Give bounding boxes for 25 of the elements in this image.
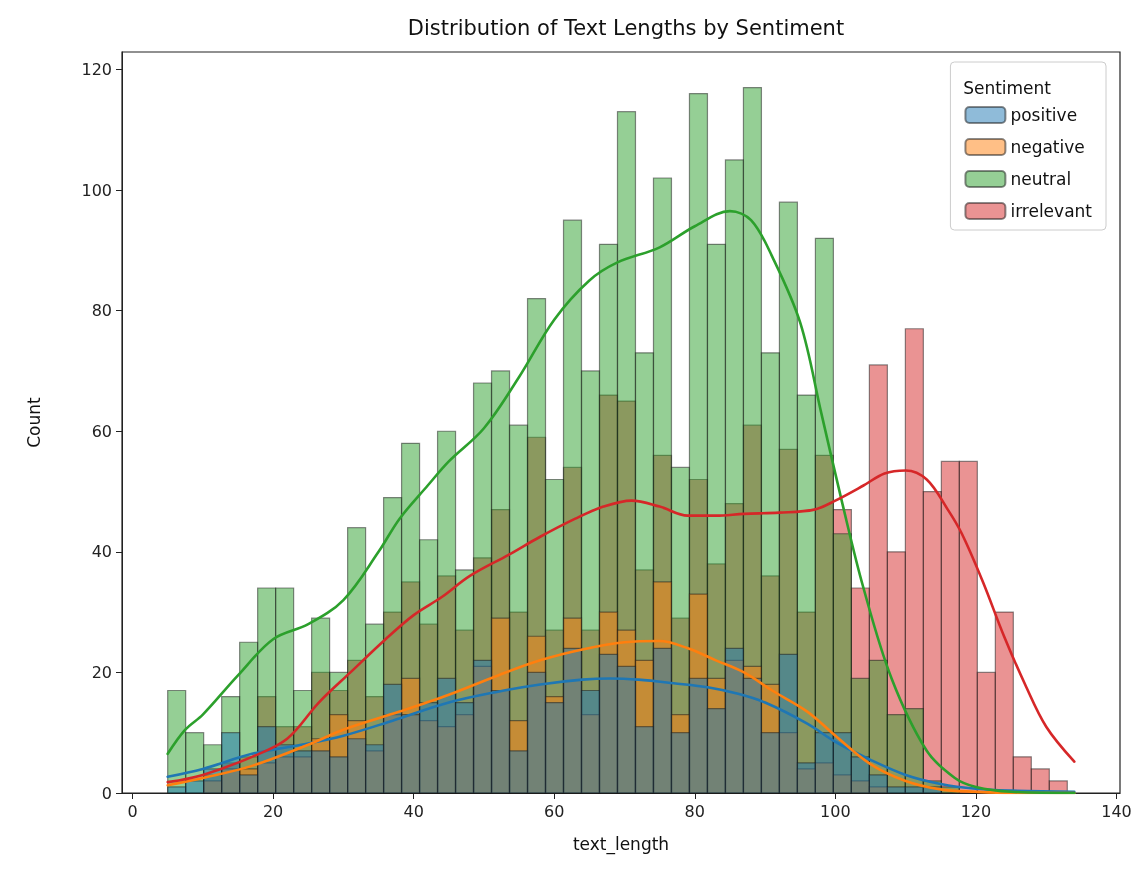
chart-title: Distribution of Text Lengths by Sentiment: [407, 15, 845, 40]
legend-label: neutral: [1010, 169, 1072, 189]
x-tick-label: 60: [544, 801, 565, 821]
legend-label: negative: [1010, 137, 1085, 157]
x-tick-label: 0: [127, 801, 138, 821]
x-tick-label: 120: [960, 801, 992, 821]
x-tick-label: 20: [262, 801, 284, 821]
y-tick-label: 40: [91, 542, 112, 562]
legend-label: positive: [1010, 105, 1078, 125]
x-tick-label: 40: [403, 801, 424, 821]
line-series: [166, 469, 1076, 784]
x-tick-label: 100: [820, 801, 851, 821]
x-tick-label: 140: [1101, 801, 1132, 821]
x-tick-label: 80: [684, 801, 705, 821]
x-axis-title: text_length: [572, 833, 670, 855]
y-tick-label: 120: [81, 59, 112, 79]
line-series: [166, 677, 1076, 794]
y-tick-label: 20: [91, 662, 112, 682]
y-tick-label: 60: [91, 421, 112, 441]
legend-label: irrelevant: [1010, 201, 1093, 221]
y-tick-label: 80: [91, 301, 112, 321]
y-axis-title: Count: [23, 396, 44, 448]
legend-title: Sentiment: [963, 77, 1052, 98]
y-tick-label: 100: [81, 180, 112, 200]
y-tick-label: 0: [101, 783, 112, 803]
